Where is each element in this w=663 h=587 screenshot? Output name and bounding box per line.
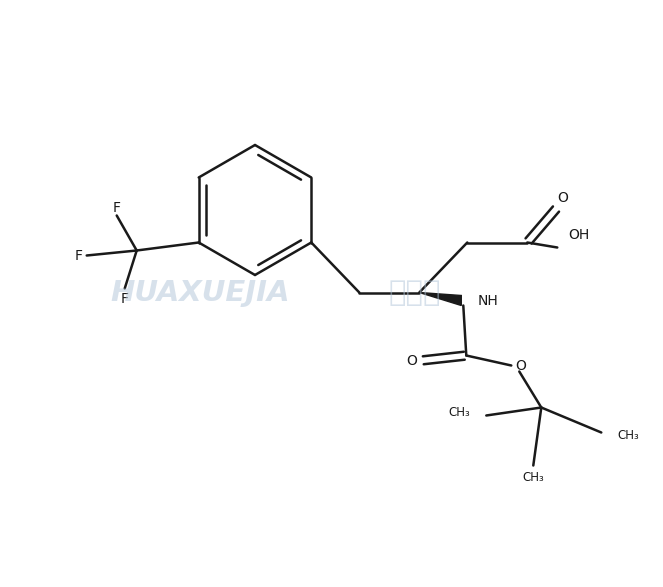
Text: NH: NH	[477, 294, 498, 308]
Text: 化学加: 化学加	[389, 279, 442, 307]
Text: CH₃: CH₃	[617, 429, 639, 442]
Polygon shape	[419, 292, 461, 305]
Text: F: F	[121, 292, 129, 305]
Text: F: F	[113, 201, 121, 214]
Text: CH₃: CH₃	[522, 471, 544, 484]
Text: OH: OH	[568, 228, 589, 241]
Text: HUAXUEJIA: HUAXUEJIA	[110, 279, 290, 307]
Text: CH₃: CH₃	[449, 406, 470, 419]
Text: O: O	[515, 359, 526, 373]
Text: O: O	[557, 191, 568, 204]
Text: O: O	[406, 353, 417, 367]
Text: F: F	[75, 248, 83, 262]
